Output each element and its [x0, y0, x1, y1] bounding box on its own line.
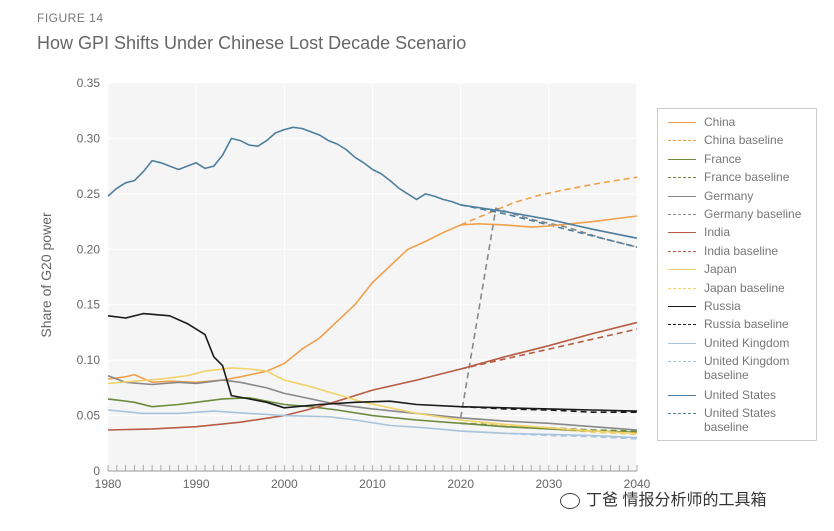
x-tick-label: 2030 [535, 477, 562, 491]
x-tick-label: 1990 [183, 477, 210, 491]
legend-swatch [668, 232, 696, 234]
y-tick-label: 0.15 [77, 298, 101, 312]
legend-label: United Kingdom baseline [704, 354, 790, 383]
legend-swatch [668, 287, 696, 289]
legend-item-china: China [658, 114, 816, 132]
legend-label: India [704, 225, 731, 240]
legend-swatch [668, 342, 696, 344]
legend-swatch [668, 395, 696, 397]
legend-swatch [668, 195, 696, 197]
x-tick-label: 2040 [624, 477, 651, 491]
series-line-united-states-baseline [460, 204, 638, 248]
legend-label: India baseline [704, 243, 779, 258]
y-tick-label: 0.30 [77, 131, 101, 145]
legend-label: France [704, 151, 742, 166]
series-line-india [107, 321, 638, 431]
series-layer [107, 126, 638, 440]
grid-layer [107, 82, 638, 472]
legend-item-germany-baseline: Germany baseline [658, 206, 816, 224]
legend-item-india: India [658, 224, 816, 242]
legend-item-united-states-baseline: United States baseline [658, 405, 816, 439]
series-line-china-baseline [460, 176, 638, 226]
x-tick-label: 2000 [271, 477, 298, 491]
legend: China China baseline France France baseline… [657, 108, 817, 441]
chart-title: How GPI Shifts Under Chinese Lost Decade… [37, 33, 467, 53]
legend-swatch [668, 413, 696, 415]
y-tick-label: 0.10 [77, 353, 101, 367]
y-tick-label: 0.20 [77, 242, 101, 256]
legend-item-united-states: United States [658, 387, 816, 405]
x-tick-label: 1980 [95, 477, 122, 491]
legend-swatch [668, 269, 696, 271]
legend-label: United Kingdom [704, 335, 790, 350]
legend-label: Russia baseline [704, 317, 789, 332]
y-tick-label: 0.35 [77, 76, 101, 90]
legend-label: Germany [704, 188, 754, 203]
legend-item-japan: Japan [658, 261, 816, 279]
series-line-united-kingdom [107, 409, 638, 439]
legend-label: United States [704, 388, 777, 403]
legend-item-russia-baseline: Russia baseline [658, 316, 816, 334]
legend-item-united-kingdom: United Kingdom [658, 335, 816, 353]
legend-item-india-baseline: India baseline [658, 243, 816, 261]
watermark-text: 丁爸 情报分析师的工具箱 [586, 492, 767, 509]
legend-label: Germany baseline [704, 206, 802, 221]
axis-layer: 0 0.05 0.10 0.15 0.20 0.25 0.30 0.35 1980 1990 200… [77, 76, 651, 491]
series-line-russia [107, 312, 638, 412]
legend-label: France baseline [704, 170, 790, 185]
legend-item-russia: Russia [658, 298, 816, 316]
wechat-icon [560, 492, 580, 509]
x-tick-label: 2010 [359, 477, 386, 491]
series-line-germany [107, 374, 638, 431]
legend-item-germany: Germany [658, 188, 816, 206]
legend-swatch [668, 361, 696, 363]
series-line-france [107, 397, 638, 433]
legend-label: China [704, 115, 736, 129]
legend-item-france-baseline: France baseline [658, 169, 816, 187]
series-line-india-baseline [460, 328, 638, 370]
legend-item-united-kingdom-baseline: United Kingdom baseline [658, 353, 816, 387]
series-line-united-states [107, 126, 638, 239]
legend-swatch [668, 324, 696, 326]
legend-label: Japan baseline [704, 280, 785, 295]
legend-label: Russia [704, 298, 741, 313]
y-tick-label: 0 [93, 464, 100, 478]
legend-label: Japan [704, 262, 737, 277]
y-tick-label: 0.25 [77, 187, 101, 201]
y-tick-label: 0.05 [77, 409, 101, 423]
legend-swatch [668, 213, 696, 215]
watermark: 丁爸 情报分析师的工具箱 [560, 486, 766, 510]
legend-label: China baseline [704, 133, 784, 148]
legend-swatch [668, 177, 696, 179]
series-line-china [107, 215, 638, 384]
legend-swatch [668, 250, 696, 252]
legend-swatch [668, 158, 696, 160]
legend-swatch [668, 140, 696, 142]
legend-item-japan-baseline: Japan baseline [658, 280, 816, 298]
y-axis-label: Share of G20 power [38, 212, 54, 338]
legend-item-france: France [658, 151, 816, 169]
x-tick-label: 2020 [447, 477, 474, 491]
legend-swatch [668, 305, 696, 307]
legend-label: United States baseline [704, 406, 777, 435]
legend-swatch [668, 122, 696, 123]
series-line-japan [107, 367, 638, 435]
legend-item-china-baseline: China baseline [658, 132, 816, 150]
figure-label: FIGURE 14 [37, 11, 104, 25]
